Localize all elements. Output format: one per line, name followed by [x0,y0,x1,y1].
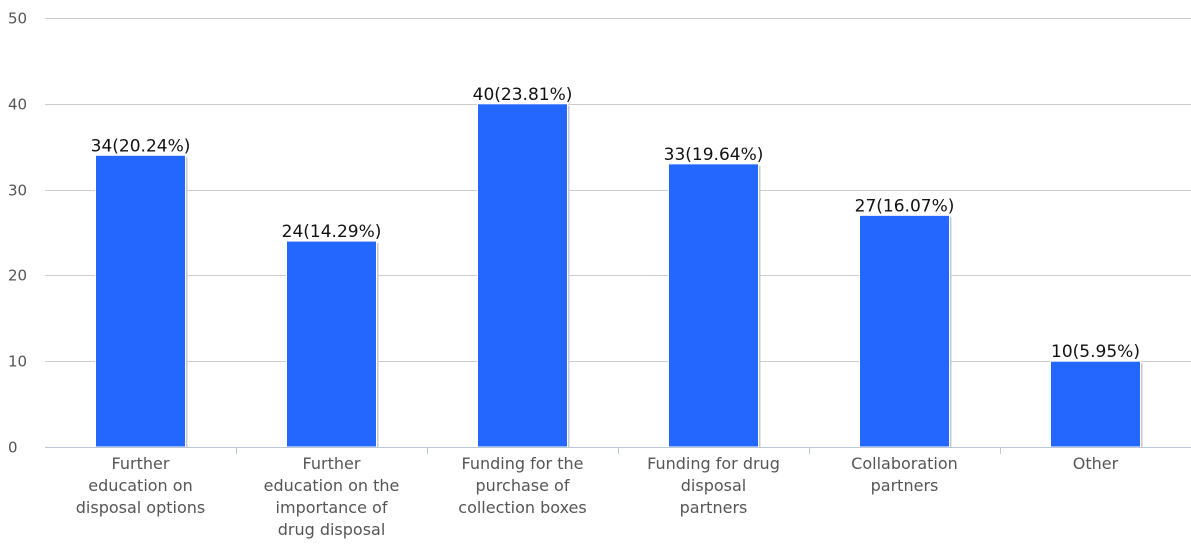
y-tick-label: 40 [8,96,27,114]
data-label: 24(14.29%) [282,222,382,242]
data-label: 27(16.07%) [855,196,955,216]
bar [668,163,759,448]
gridlines [45,18,1191,362]
category-label: Funding for the purchase of collection box… [458,454,586,517]
data-label: 40(23.81%) [473,85,573,105]
bar [1050,360,1141,448]
bar [286,240,377,448]
data-label: 10(5.95%) [1051,342,1140,362]
data-label: 34(20.24%) [91,136,191,156]
category-label: Further education on the importance of drug… [264,454,400,539]
y-axis: 0 10 20 30 40 50 [8,10,27,457]
y-tick-label: 50 [8,10,27,28]
y-tick-label: 30 [8,182,27,200]
y-tick-label: 10 [8,353,27,371]
category-label: Other [1073,454,1119,473]
category-label: Funding for drug disposal partners [647,454,780,517]
bars: 34(20.24%) 24(14.29%) 40(23.81%) 33(19.64%)… [91,85,1143,448]
bar [859,214,950,448]
category-label: Further education on disposal options [76,454,205,517]
y-tick-label: 0 [8,439,18,457]
bar [95,154,186,448]
data-label: 33(19.64%) [664,145,764,165]
category-label: Collaboration partners [851,454,958,495]
x-axis: Further education on disposal options Furth… [45,447,1191,539]
y-tick-label: 20 [8,267,27,285]
bar [477,103,568,448]
